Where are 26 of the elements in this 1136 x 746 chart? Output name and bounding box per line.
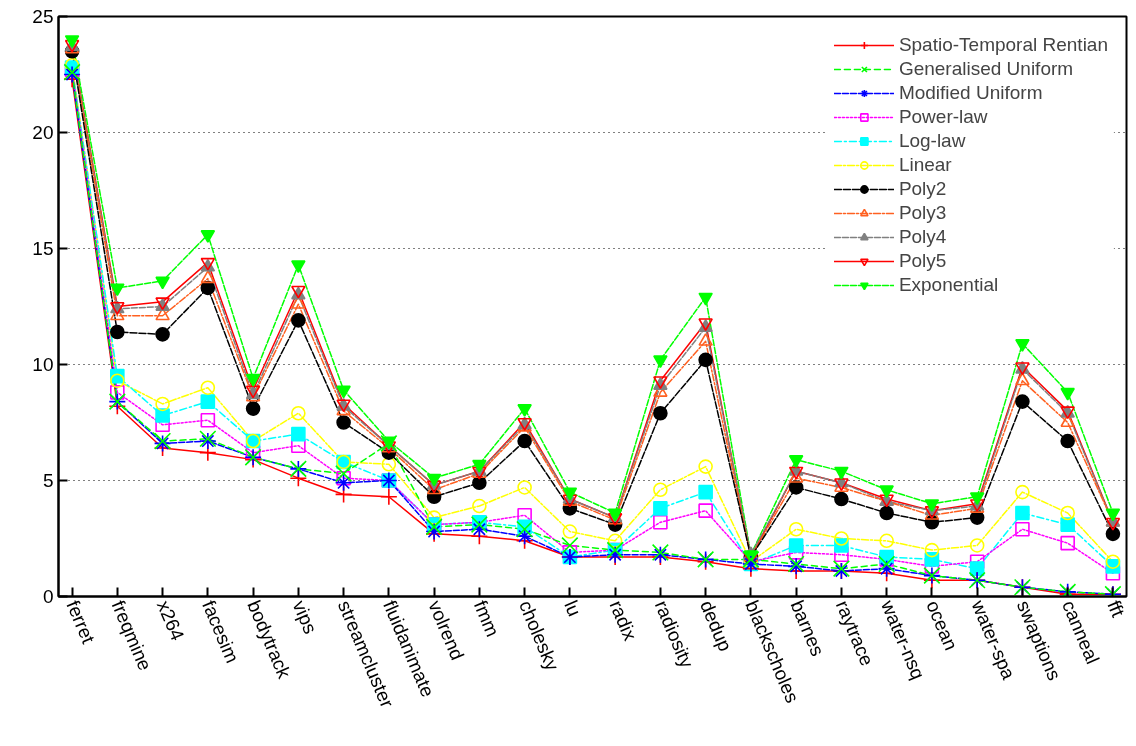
- legend-label: Log-law: [898, 130, 966, 152]
- x-tick-label: ocean: [922, 597, 962, 654]
- x-tick-label: x264: [152, 597, 189, 644]
- legend-label: Modified Uniform: [898, 82, 1043, 104]
- y-tick-label: 10: [32, 354, 54, 375]
- x-tick-label: lu: [560, 597, 586, 620]
- legend-label: Power-law: [898, 106, 988, 128]
- x-tick-label: fft: [1103, 597, 1129, 621]
- legend-label: Poly3: [898, 202, 947, 224]
- y-tick-label: 20: [32, 122, 54, 143]
- legend-label: Poly5: [898, 250, 947, 272]
- y-tick-label: 15: [32, 238, 54, 259]
- x-tick-label: vips: [288, 597, 322, 637]
- x-tick-label: dedup: [695, 597, 736, 655]
- x-tick-label: fmm: [469, 597, 504, 640]
- legend-label: Poly2: [898, 178, 947, 200]
- x-tick-label: radix: [605, 597, 642, 644]
- legend-label: Generalised Uniform: [898, 58, 1074, 80]
- x-tick-label: ferret: [62, 597, 100, 648]
- legend-label: Poly4: [898, 226, 947, 248]
- legend-label: Linear: [898, 154, 952, 176]
- legend-label: Exponential: [898, 274, 999, 296]
- y-tick-label: 5: [42, 470, 54, 491]
- y-tick-label: 25: [32, 6, 54, 27]
- legend-label: Spatio-Temporal Rentian: [898, 34, 1108, 56]
- y-tick-label: 0: [42, 586, 54, 607]
